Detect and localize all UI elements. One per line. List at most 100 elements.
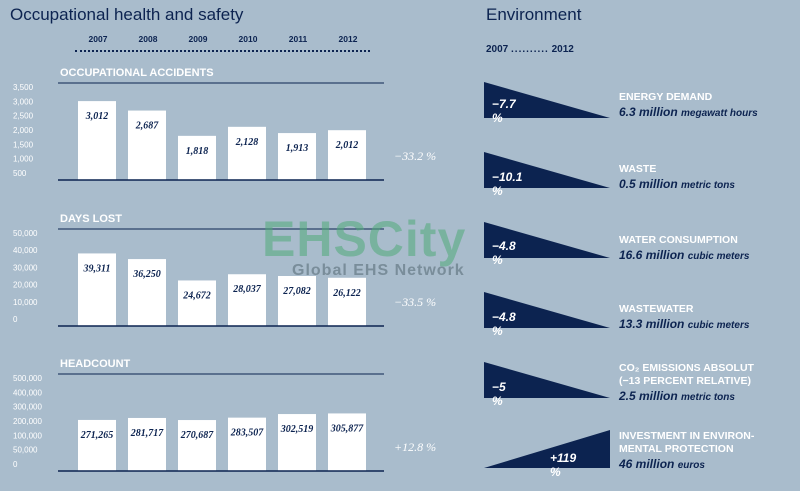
env-pct: −10.1 % [492, 170, 523, 198]
bar [178, 280, 216, 326]
change-percentage: −33.5 % [394, 295, 436, 309]
bar-value-label: 3,012 [85, 111, 109, 122]
y-tick-label: 2,000 [13, 126, 34, 135]
env-label: WASTEWATER [619, 303, 694, 315]
decrease-triangle [484, 292, 610, 328]
y-tick-label: 30,000 [13, 263, 38, 272]
bar-value-label: 28,037 [232, 284, 262, 295]
bar-value-label: 271,265 [80, 430, 114, 441]
year-label: 2008 [138, 34, 158, 44]
bar-value-label: 2,012 [335, 140, 359, 151]
bar-value-label: 1,913 [286, 143, 309, 154]
env-year-start: 2007 [486, 44, 509, 55]
env-value: 16.6 million cubic meters [619, 248, 750, 262]
chart-days-lost: DAYS LOST 50,000 40,000 30,000 20,000 10,000 0… [13, 213, 436, 327]
change-percentage: +12.8 % [394, 440, 436, 454]
bar [278, 133, 316, 180]
bar [228, 417, 266, 471]
y-tick-label: 0 [13, 315, 18, 324]
env-year-range: 2007 .......... 2012 [486, 44, 574, 55]
section-title-environment: Environment [486, 5, 582, 24]
year-label: 2010 [238, 34, 258, 44]
y-tick-label: 20,000 [13, 281, 38, 290]
bar [278, 414, 316, 471]
y-tick-label: 400,000 [13, 388, 42, 397]
env-value: 6.3 million megawatt hours [619, 105, 758, 119]
env-pct: −5 % [492, 380, 506, 408]
env-label: CO₂ EMISSIONS ABSOLUT [619, 362, 754, 374]
y-tick-label: 1,000 [13, 155, 34, 164]
y-tick-label: 200,000 [13, 417, 42, 426]
bar-value-label: 27,082 [282, 286, 311, 297]
increase-triangle [484, 430, 610, 468]
env-pct: −4.8 % [492, 239, 516, 267]
bar [128, 110, 166, 180]
env-year-end: 2012 [551, 44, 574, 55]
bar-value-label: 36,250 [132, 269, 161, 280]
year-header: 2007 2008 2009 2010 2011 2012 [78, 34, 378, 46]
bar [328, 413, 366, 471]
bar-value-label: 283,507 [230, 428, 265, 439]
bar [278, 276, 316, 326]
bar [228, 274, 266, 326]
env-value: 2.5 million metric tons [619, 389, 735, 403]
decrease-triangle [484, 152, 610, 188]
decrease-triangle [484, 362, 610, 398]
y-tick-label: 10,000 [13, 298, 38, 307]
bar [328, 130, 366, 180]
bar [78, 419, 116, 471]
bar-value-label: 270,687 [180, 430, 215, 441]
decrease-triangle [484, 82, 610, 118]
chart-occupational-accidents: OCCUPATIONAL ACCIDENTS 3,500 3,000 2,500 2,0… [13, 67, 436, 181]
bar [178, 135, 216, 180]
bar-value-label: 39,311 [83, 263, 111, 274]
bar [178, 420, 216, 471]
bar-value-label: 302,519 [280, 424, 314, 435]
env-value: 46 million euros [619, 457, 705, 471]
chart-headcount: HEADCOUNT 500,000 400,000 300,000 200,000 100… [13, 358, 436, 472]
y-tick-label: 1,500 [13, 140, 34, 149]
section-title-ohs: Occupational health and safety [10, 5, 244, 24]
y-tick-label: 0 [13, 460, 18, 469]
y-tick-label: 3,000 [13, 97, 34, 106]
y-tick-label: 50,000 [13, 229, 38, 238]
y-tick-label: 500,000 [13, 374, 42, 383]
y-tick-label: 3,500 [13, 83, 34, 92]
year-dotted-rule [75, 50, 370, 52]
decrease-triangle [484, 222, 610, 258]
env-pct: +119 % [550, 451, 577, 479]
bar [128, 259, 166, 326]
bar [328, 277, 366, 326]
env-label-secondary: (−13 PERCENT RELATIVE) [619, 375, 751, 387]
bar-value-label: 281,717 [130, 428, 165, 439]
chart-title: DAYS LOST [60, 213, 122, 225]
bar-value-label: 2,128 [235, 137, 259, 148]
bar [228, 126, 266, 180]
env-label: ENERGY DEMAND [619, 91, 713, 103]
year-label: 2009 [188, 34, 208, 44]
bar-value-label: 24,672 [182, 290, 211, 301]
env-label-secondary: MENTAL PROTECTION [619, 443, 734, 455]
year-label: 2012 [338, 34, 358, 44]
chart-title: OCCUPATIONAL ACCIDENTS [60, 67, 214, 79]
env-label: WATER CONSUMPTION [619, 234, 738, 246]
y-tick-label: 100,000 [13, 431, 42, 440]
y-tick-label: 500 [13, 169, 27, 178]
year-label: 2007 [88, 34, 108, 44]
bar [78, 253, 116, 326]
bar-value-label: 305,877 [330, 423, 365, 434]
env-label: WASTE [619, 163, 657, 175]
y-tick-label: 40,000 [13, 246, 38, 255]
bar [128, 417, 166, 471]
y-tick-label: 2,500 [13, 112, 34, 121]
y-tick-label: 300,000 [13, 403, 42, 412]
bar-value-label: 1,818 [186, 146, 209, 157]
bar-value-label: 2,687 [135, 121, 160, 132]
env-pct: −4.8 % [492, 310, 516, 338]
chart-title: HEADCOUNT [60, 358, 131, 370]
env-value: 13.3 million cubic meters [619, 317, 750, 331]
env-pct: −7.7 % [492, 97, 516, 125]
bar [78, 101, 116, 180]
y-tick-label: 50,000 [13, 446, 38, 455]
change-percentage: −33.2 % [394, 149, 436, 163]
